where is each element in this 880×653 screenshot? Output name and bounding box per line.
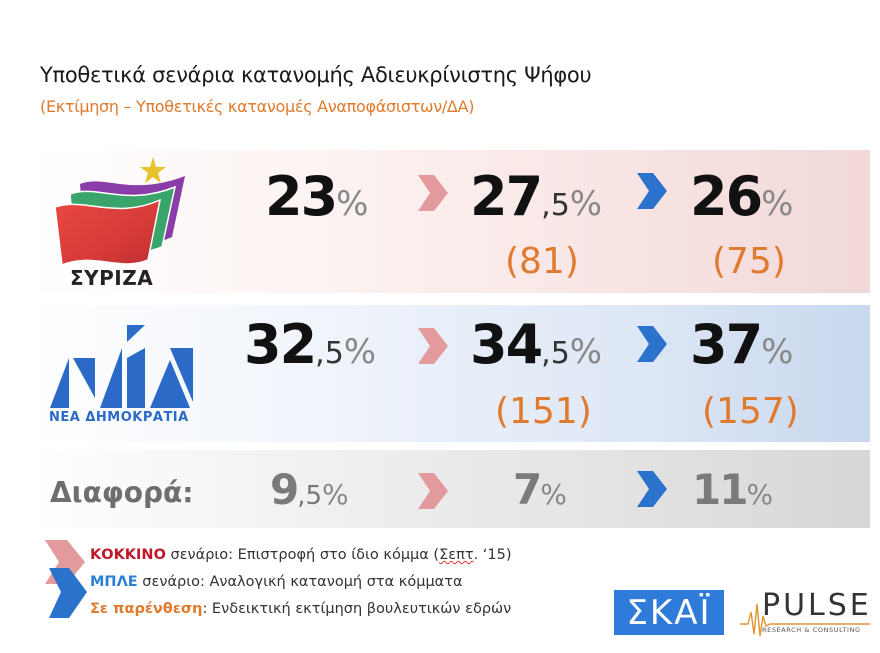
red-arrow-icon [418, 328, 448, 364]
difference-blue-value: 11% [692, 469, 773, 511]
blue-arrow-icon [637, 471, 667, 507]
legend-orange-text: : Ενδεικτική εκτίμηση βουλευτικών εδρών [202, 601, 512, 617]
blue-arrow-icon [637, 326, 667, 362]
value-percent: % [761, 332, 794, 372]
syriza-red-value: 27,5% [470, 170, 602, 224]
difference-row-band [30, 450, 870, 528]
value-integer: 32 [244, 313, 317, 376]
value-decimal: ,5 [315, 336, 344, 371]
value-decimal: ,5 [297, 481, 323, 511]
difference-label: Διαφορά: [50, 476, 194, 509]
value-decimal: ,5 [541, 188, 570, 223]
value-percent: % [540, 478, 567, 511]
nd-logo-icon [50, 325, 193, 408]
nd-blue-value: 37% [690, 318, 793, 372]
legend-red-scenario: ΚΟΚΚΙΝΟ σενάριο: Επιστροφή στο ίδιο κόμμ… [90, 547, 512, 563]
value-integer: 7 [513, 465, 542, 514]
legend-arrows-icon [45, 540, 87, 618]
pulse-tagline: RESEARCH & CONSULTING [762, 626, 861, 634]
legend-red-text-end: . ‘15) [473, 547, 512, 563]
value-percent: % [569, 184, 603, 224]
value-percent: % [746, 478, 774, 511]
syriza-logo-icon [54, 157, 185, 267]
pulse-wave-icon [740, 603, 870, 637]
value-integer: 9 [270, 465, 299, 514]
page-subtitle: (Εκτίμηση – Υποθετικές κατανομές Αναποφά… [40, 97, 475, 116]
nd-party-name: ΝΕΑ ΔΗΜΟΚΡΑΤΙΑ [49, 410, 189, 425]
difference-base-value: 9,5% [270, 469, 349, 511]
legend-blue-scenario: ΜΠΛΕ σενάριο: Αναλογική κατανομή στα κόμ… [90, 574, 463, 590]
difference-red-value: 7% [513, 469, 567, 511]
legend-red-text: σενάριο: Επιστροφή στο ίδιο κόμμα ( [165, 547, 440, 563]
legend-red-key: ΚΟΚΚΙΝΟ [90, 547, 166, 563]
syriza-blue-seats: (75) [712, 241, 786, 282]
blue-arrow-icon [637, 173, 667, 209]
value-percent: % [761, 184, 794, 224]
nd-red-seats: (151) [495, 391, 592, 432]
value-integer: 23 [265, 165, 338, 228]
legend-orange-key: Σε παρένθεση [90, 601, 203, 617]
legend-blue-text: σενάριο: Αναλογική κατανομή στα κόμματα [137, 574, 463, 590]
syriza-party-name: ΣΥΡΙΖΑ [70, 266, 154, 290]
nd-blue-seats: (157) [702, 391, 799, 432]
value-decimal: ,5 [541, 336, 570, 371]
legend-parentheses-note: Σε παρένθεση: Ενδεικτική εκτίμηση βουλευ… [90, 601, 511, 617]
value-percent: % [322, 478, 349, 511]
syriza-blue-value: 26% [690, 170, 793, 224]
value-percent: % [336, 184, 369, 224]
value-integer: 34 [470, 313, 543, 376]
nd-red-value: 34,5% [470, 318, 602, 372]
legend-blue-key: ΜΠΛΕ [90, 574, 138, 590]
value-integer: 11 [692, 465, 748, 514]
page-title: Υποθετικά σενάρια κατανομής Αδιευκρίνιστ… [40, 63, 592, 87]
nd-base-value: 32,5% [244, 318, 376, 372]
value-percent: % [343, 332, 377, 372]
red-arrow-icon [418, 175, 448, 211]
value-integer: 27 [470, 165, 543, 228]
value-integer: 26 [690, 165, 763, 228]
syriza-red-seats: (81) [505, 241, 579, 282]
syriza-base-value: 23% [265, 170, 368, 224]
legend-red-underlined: Σεπτ [439, 547, 474, 563]
value-integer: 37 [690, 313, 763, 376]
pulse-wordmark: PULSE [762, 588, 872, 623]
red-arrow-icon [418, 473, 448, 509]
skai-logo: ΣΚΑΪ [614, 590, 724, 635]
pulse-logo: PULSE RESEARCH & CONSULTING [740, 588, 870, 640]
value-percent: % [569, 332, 603, 372]
